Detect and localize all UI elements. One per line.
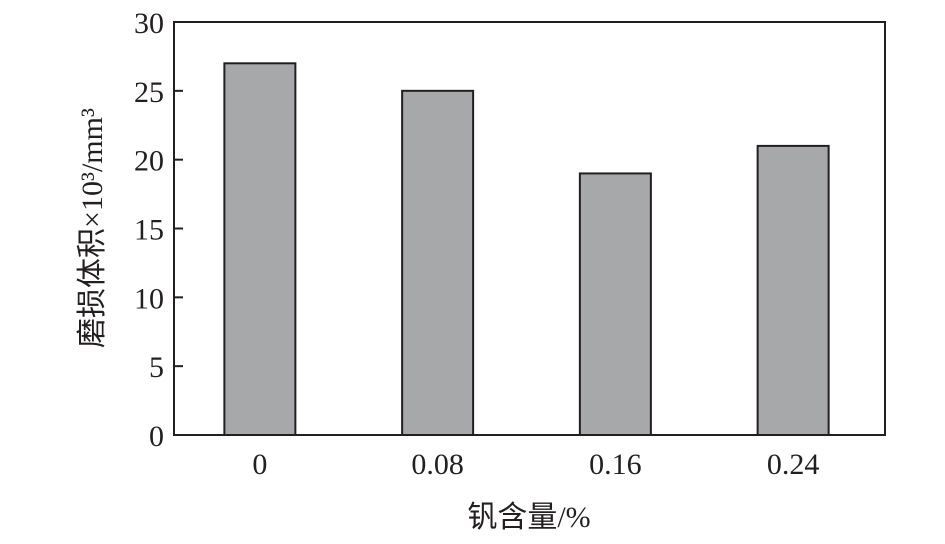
y-tick-label: 30: [134, 7, 164, 40]
y-tick-label: 5: [149, 351, 164, 384]
y-tick-label: 25: [134, 76, 164, 109]
bar-0.24: [756, 144, 830, 436]
bar-0.16: [578, 172, 652, 437]
x-tick-label: 0.16: [589, 448, 642, 481]
bar-0.08: [401, 89, 475, 436]
x-tick-label: 0.24: [767, 448, 820, 481]
x-tick-label: 0.08: [411, 448, 464, 481]
y-tick-label: 20: [134, 145, 164, 178]
y-tick-label: 10: [134, 282, 164, 315]
y-tick-label: 15: [134, 214, 164, 247]
y-axis-label: 磨损体积×10³/mm³: [76, 108, 109, 348]
x-axis-label: 钒含量/%: [467, 501, 590, 534]
x-tick-label: 0: [252, 448, 267, 481]
bar-0: [223, 62, 297, 437]
y-tick-label: 0: [149, 420, 164, 453]
